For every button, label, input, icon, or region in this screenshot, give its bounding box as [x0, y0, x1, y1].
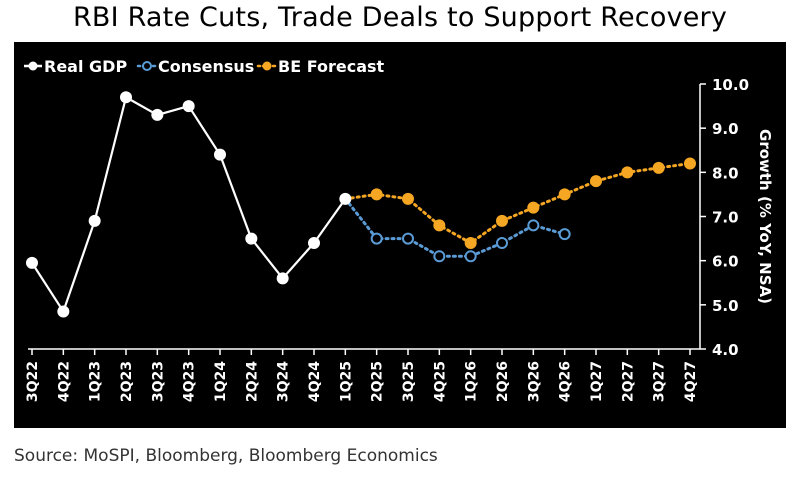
real-gdp-point — [88, 214, 101, 227]
be-forecast-point — [433, 219, 446, 232]
real-gdp-point — [57, 305, 70, 318]
x-tick-label: 2Q26 — [495, 361, 511, 402]
chart-area: 4.0 5.0 6.0 7.0 8.0 9.0 10.0 Growth (% YoY, NSA… — [14, 42, 786, 428]
chart-title: RBI Rate Cuts, Trade Deals to Support Re… — [72, 2, 728, 33]
x-tick-label: 4Q24 — [307, 361, 323, 402]
legend-label-be-forecast: BE Forecast — [278, 57, 385, 76]
real-gdp-point — [276, 272, 289, 285]
line-chart: 4.0 5.0 6.0 7.0 8.0 9.0 10.0 Growth (% YoY, NSA… — [24, 57, 774, 402]
source-note: Source: MoSPI, Bloomberg, Bloomberg Econ… — [14, 446, 438, 466]
x-tick-label: 4Q22 — [56, 361, 72, 402]
real-gdp-point — [214, 148, 226, 161]
y-tick-label: 8.0 — [712, 164, 739, 182]
be-forecast-point — [621, 166, 634, 179]
x-tick-label: 1Q23 — [88, 361, 104, 402]
consensus-point — [433, 250, 446, 263]
be-forecast-point — [527, 201, 540, 214]
x-tick-label: 3Q26 — [526, 361, 542, 402]
x-tick-label: 2Q25 — [370, 361, 386, 402]
legend-marker-real-gdp — [28, 61, 38, 71]
legend-label-consensus: Consensus — [158, 57, 254, 76]
real-gdp-point — [308, 237, 320, 249]
x-tick-label: 3Q22 — [25, 361, 41, 402]
be-forecast-point — [558, 188, 571, 201]
real-gdp-point — [120, 91, 132, 104]
y-tick-label: 10.0 — [712, 76, 749, 94]
real-gdp-point — [182, 100, 195, 113]
be-forecast-point — [684, 157, 696, 170]
be-forecast-point — [370, 188, 383, 201]
real-gdp-point — [26, 256, 38, 269]
consensus-point — [496, 237, 508, 249]
y-tick-label: 6.0 — [712, 253, 739, 271]
consensus-point — [370, 232, 383, 245]
be-forecast-point — [590, 175, 602, 188]
be-forecast-line — [343, 162, 692, 245]
legend-marker-be-forecast — [262, 61, 272, 71]
be-forecast-point — [496, 214, 508, 227]
real-gdp-point — [245, 232, 258, 245]
be-forecast-point — [402, 192, 414, 205]
x-tick-label: 2Q24 — [244, 361, 260, 402]
y-tick-label: 5.0 — [712, 297, 739, 315]
be-forecast-point — [652, 161, 665, 174]
consensus-point — [464, 250, 477, 263]
consensus-point — [558, 228, 571, 241]
x-tick-label: 1Q27 — [589, 361, 605, 402]
y-tick-label: 7.0 — [712, 209, 739, 227]
x-tick-label: 3Q23 — [150, 361, 166, 402]
x-tick-label: 3Q27 — [652, 361, 668, 402]
x-tick-label: 4Q26 — [558, 361, 574, 402]
y-tick-label: 4.0 — [712, 341, 739, 359]
x-tick-label: 1Q24 — [213, 361, 229, 402]
x-tick-label: 2Q27 — [620, 361, 636, 402]
real-gdp-point — [151, 108, 164, 121]
x-tick-label: 2Q23 — [119, 361, 135, 402]
be-forecast-point — [464, 237, 477, 249]
x-tick-label: 3Q24 — [276, 361, 292, 402]
consensus-point — [527, 219, 540, 232]
x-tick-label: 4Q25 — [432, 361, 448, 402]
legend-marker-consensus — [142, 61, 152, 71]
real-gdp-point — [339, 192, 352, 205]
y-tick-label: 9.0 — [712, 120, 739, 138]
y-axis-title: Growth (% YoY, NSA) — [756, 129, 774, 304]
x-tick-label: 3Q25 — [401, 361, 417, 402]
x-tick-label: 4Q23 — [182, 361, 198, 402]
real-gdp-line — [31, 96, 347, 313]
consensus-point — [402, 232, 414, 245]
legend-label-real-gdp: Real GDP — [44, 57, 127, 76]
x-tick-label: 1Q25 — [338, 361, 354, 402]
x-tick-label: 1Q26 — [464, 361, 480, 402]
x-tick-label: 4Q27 — [683, 361, 699, 402]
